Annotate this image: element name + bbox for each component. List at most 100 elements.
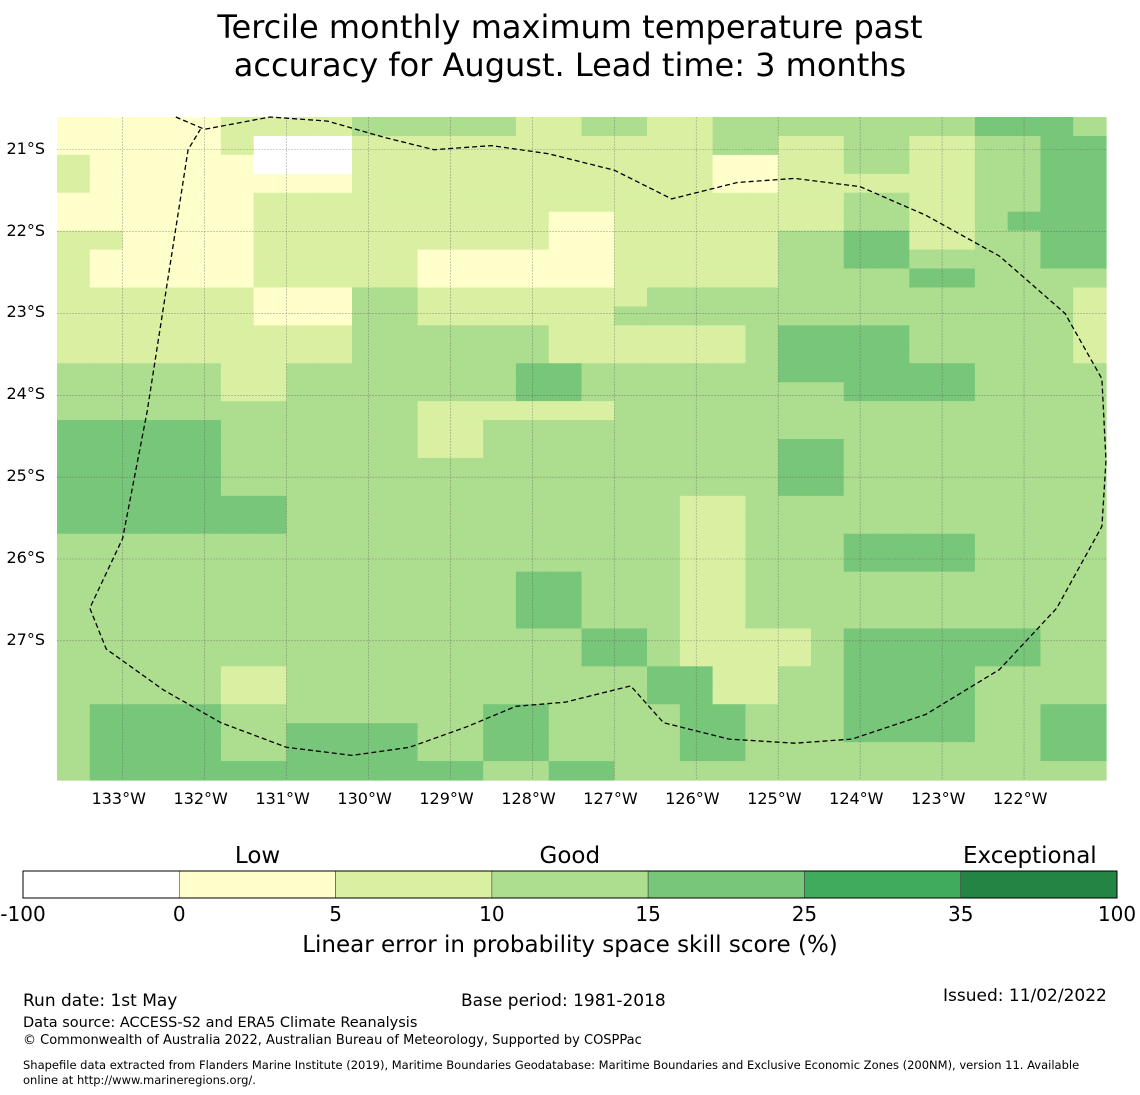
skill-cell: [122, 249, 156, 270]
skill-cell: [581, 666, 615, 686]
skill-cell: [57, 117, 91, 137]
skill-cell: [1073, 628, 1107, 648]
skill-cell: [220, 723, 255, 743]
skill-cell: [122, 666, 156, 686]
skill-cell: [810, 249, 845, 270]
skill-cell: [745, 382, 779, 402]
skill-cell: [876, 495, 910, 516]
skill-cell: [1007, 533, 1042, 554]
skill-cell: [483, 666, 517, 686]
skill-cell: [253, 742, 288, 762]
skill-cell: [548, 495, 583, 516]
skill-cell: [614, 401, 648, 421]
latitude-label: 27°S: [6, 629, 45, 649]
skill-cell: [188, 173, 222, 194]
skill-cell: [909, 401, 943, 421]
skill-cell: [188, 344, 222, 364]
skill-cell: [319, 325, 353, 345]
skill-cell: [647, 344, 681, 364]
skill-cell: [712, 666, 747, 686]
skill-cell: [810, 533, 845, 554]
skill-cell: [548, 457, 583, 478]
skill-cell: [253, 685, 288, 705]
skill-cell: [319, 268, 353, 289]
skill-cell: [1073, 685, 1107, 705]
skill-cell: [515, 363, 550, 383]
skill-cell: [745, 230, 779, 251]
skill-cell: [745, 590, 779, 611]
skill-cell: [220, 135, 255, 156]
skill-cell: [745, 761, 779, 781]
skill-cell: [286, 192, 320, 213]
skill-cell: [286, 476, 320, 497]
skill-cell: [483, 457, 517, 478]
skill-cell: [483, 192, 517, 213]
skill-cell: [810, 723, 845, 743]
skill-cell: [57, 457, 91, 478]
skill-cell: [778, 420, 812, 440]
skill-cell: [974, 382, 1009, 402]
skill-cell: [155, 761, 189, 781]
skill-cell: [286, 457, 320, 478]
skill-cell: [352, 401, 386, 421]
colorbar-segment: [335, 870, 493, 899]
skill-cell: [515, 552, 550, 573]
skill-cell: [515, 685, 550, 705]
skill-cell: [89, 666, 124, 686]
skill-cell: [1040, 723, 1074, 743]
skill-cell: [1073, 173, 1107, 194]
skill-cell: [810, 287, 845, 308]
skill-cell: [384, 268, 419, 289]
skill-cell: [319, 439, 353, 459]
skill-cell: [286, 382, 320, 402]
skill-cell: [253, 154, 288, 175]
skill-cell: [712, 230, 747, 251]
skill-cell: [974, 420, 1009, 440]
skill-cell: [155, 135, 189, 156]
skill-cell: [974, 571, 1009, 592]
skill-cell: [1040, 533, 1074, 554]
skill-cell: [974, 628, 1009, 648]
skill-cell: [778, 590, 812, 611]
skill-cell: [942, 344, 976, 364]
skill-cell: [515, 495, 550, 516]
skill-cell: [778, 476, 812, 497]
skill-cell: [188, 268, 222, 289]
skill-cell: [614, 382, 648, 402]
skill-cell: [1007, 666, 1042, 686]
colorbar: [22, 870, 1118, 899]
skill-cell: [548, 192, 583, 213]
skill-cell: [450, 344, 484, 364]
skill-cell: [810, 420, 845, 440]
skill-cell: [1073, 476, 1107, 497]
skill-cell: [810, 571, 845, 592]
skill-cell: [384, 211, 419, 232]
skill-cell: [974, 154, 1009, 175]
skill-cell: [974, 761, 1009, 781]
skill-cell: [1007, 723, 1042, 743]
skill-cell: [286, 363, 320, 383]
skill-cell: [319, 192, 353, 213]
skill-cell: [647, 420, 681, 440]
skill-cell: [581, 287, 615, 308]
skill-cell: [876, 420, 910, 440]
longitude-label: 132°W: [173, 789, 228, 808]
skill-cell: [614, 439, 648, 459]
skill-cell: [909, 192, 943, 213]
colorbar-tick-label: 35: [947, 902, 974, 926]
skill-cell: [1040, 457, 1074, 478]
skill-cell: [647, 135, 681, 156]
skill-cell: [253, 723, 288, 743]
skill-cell: [581, 249, 615, 270]
skill-cell: [1007, 287, 1042, 308]
skill-cell: [1007, 344, 1042, 364]
skill-cell: [515, 704, 550, 724]
skill-cell: [89, 344, 124, 364]
skill-cell: [548, 401, 583, 421]
skill-cell: [515, 230, 550, 251]
skill-cell: [483, 344, 517, 364]
skill-cell: [122, 571, 156, 592]
skill-cell: [745, 514, 779, 535]
skill-cell: [810, 211, 845, 232]
skill-cell: [450, 514, 484, 535]
